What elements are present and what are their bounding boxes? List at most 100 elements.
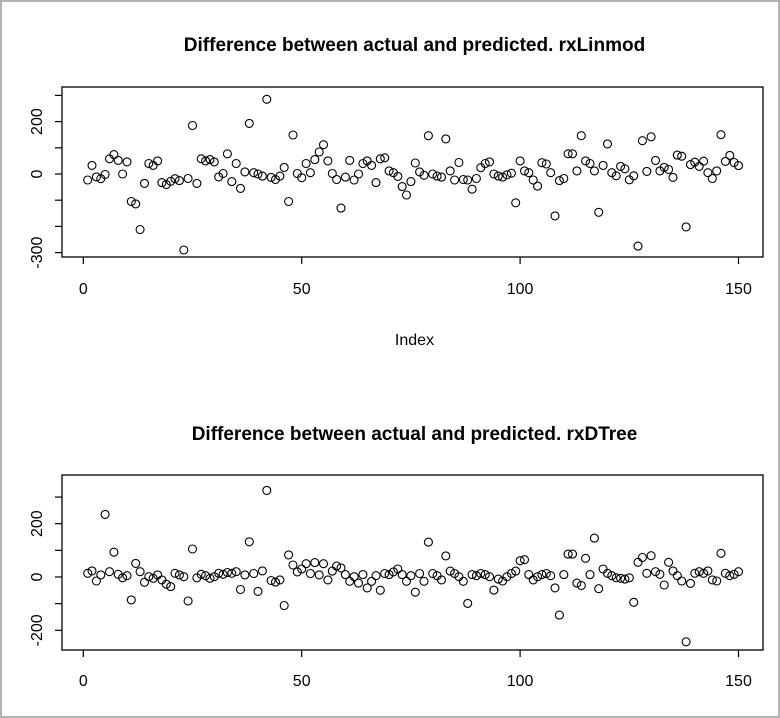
plot2-data-point — [139, 577, 150, 587]
plot2-data-point — [471, 571, 481, 581]
plot2-data-point — [537, 570, 547, 580]
plot1-data-point — [367, 160, 377, 170]
plot2-data-point — [650, 567, 661, 577]
plot1-data-point — [153, 156, 163, 166]
plot1-data-point — [716, 130, 726, 140]
plot1-data-point — [122, 157, 132, 167]
plot2-data-point — [104, 567, 115, 577]
plot1-data-point — [436, 172, 447, 182]
plot1-data-point — [91, 172, 101, 182]
plot2-data-point — [349, 572, 359, 582]
plot1-data-point — [550, 211, 560, 221]
plot1-data-point — [249, 168, 259, 178]
plot1-data-point — [677, 151, 687, 161]
plot1-data-point — [87, 160, 97, 170]
plot2-data-point — [144, 572, 154, 582]
plot1-data-point — [589, 166, 599, 176]
plot1-data-point — [502, 170, 512, 180]
plot2-data-point — [87, 566, 97, 576]
plot2-data-point — [633, 557, 643, 567]
plot1-data-point — [284, 196, 294, 207]
plot1-data-point — [227, 177, 237, 187]
plot2-data-point — [563, 549, 573, 559]
plot1-data-point — [170, 174, 180, 184]
plot2-data-point — [196, 569, 206, 579]
plot2-data-point — [279, 600, 289, 611]
plot2-data-point — [183, 596, 193, 606]
plot1-data-point — [253, 169, 263, 179]
plot1-data-point — [222, 149, 232, 159]
plot2-data-point — [318, 559, 329, 569]
plot1-data-point — [384, 166, 394, 176]
plot1-data-point — [126, 196, 136, 207]
plot1-data-point — [240, 167, 250, 177]
plot1-data-point — [139, 178, 150, 188]
plot2-data-point — [126, 595, 136, 605]
plot2-data-point — [620, 574, 630, 584]
plot2-data-point — [720, 568, 730, 578]
plot2-data-point — [616, 573, 626, 583]
plot1-data-point — [493, 171, 503, 181]
plot2-data-point — [441, 551, 451, 561]
plot2-data-point — [358, 570, 368, 580]
plot2-data-point — [327, 566, 337, 576]
plot1-data-point — [441, 134, 451, 144]
plot2-data-point — [729, 569, 739, 579]
plot1-data-point — [445, 166, 455, 176]
plot2-data-point — [463, 598, 473, 608]
plot1-data-point — [642, 166, 652, 176]
plot2-data-point — [419, 576, 429, 586]
plot1-data-point — [375, 154, 385, 164]
plot1-data-point — [314, 147, 324, 157]
plot1-data-point — [668, 172, 678, 182]
plot1-data-point — [288, 130, 298, 140]
plot1-data-point — [205, 155, 215, 165]
plot2-data-point — [284, 550, 294, 560]
plot1-data-point — [340, 172, 350, 182]
plot1-data-point — [458, 174, 468, 185]
plot2-data-point — [179, 572, 189, 582]
plot2-data-point — [445, 566, 455, 576]
plot1-data-point — [275, 171, 285, 181]
plot2-data-point — [96, 570, 106, 580]
plot1-data-point — [432, 171, 442, 181]
plot2-data-point — [672, 571, 682, 581]
plot1-data-point — [336, 203, 346, 213]
plot1-data-point — [694, 161, 704, 171]
plot1-data-point — [262, 94, 272, 104]
plot1-data-point — [629, 171, 639, 181]
plot2-data-point — [677, 576, 687, 586]
plot2-data-point — [83, 568, 93, 578]
plot1-data-point — [489, 169, 499, 179]
plot1-data-point — [664, 164, 674, 175]
plot2-data-point — [415, 568, 425, 579]
plot2-data-point — [585, 570, 595, 580]
plot2-data-point — [533, 572, 543, 582]
plot2-data-point — [546, 571, 556, 581]
plot1-frame — [61, 86, 764, 258]
plot1-data-point — [506, 168, 516, 178]
plot2-data-point — [668, 566, 678, 576]
plot2-data-point — [467, 570, 477, 580]
plot1-data-point — [463, 175, 473, 185]
plot2-data-point — [659, 580, 669, 590]
plot2-data-point — [694, 567, 704, 577]
plot1-data-point — [297, 173, 307, 183]
plot1-data-point — [323, 156, 333, 166]
plot2-data-point — [227, 568, 237, 578]
plot1-y-tick-label: 0 — [29, 169, 46, 178]
plot2-data-point — [170, 568, 180, 578]
plot2-data-point — [310, 558, 320, 568]
plot2-data-point — [428, 568, 438, 579]
plot2-data-point — [275, 575, 285, 585]
plot2-data-point — [699, 568, 709, 578]
plot2-data-point — [436, 575, 447, 585]
plot2-data-point — [664, 557, 674, 567]
plot1-data-point — [602, 139, 613, 149]
plot1-data-point — [616, 161, 626, 171]
plot2-data-point — [458, 576, 468, 586]
plot1-data-point — [192, 178, 202, 188]
plot1-data-point — [235, 183, 246, 193]
plot1-data-point — [244, 118, 254, 128]
plot2-data-point — [484, 572, 495, 582]
